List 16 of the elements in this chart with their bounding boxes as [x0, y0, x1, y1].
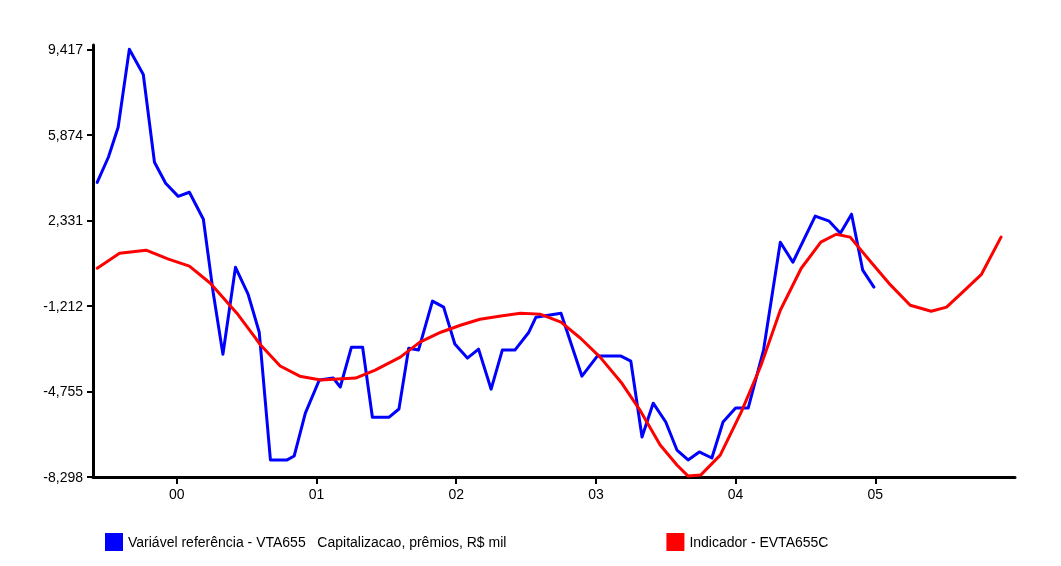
y-tick-label: 9,417	[47, 41, 84, 58]
x-tick-label: 04	[727, 486, 744, 502]
x-tick-label: 03	[588, 486, 604, 502]
x-tick-label: 05	[867, 486, 884, 502]
line-series	[95, 232, 1003, 478]
x-tick-label: 02	[448, 486, 465, 502]
y-tick-label: -4,755	[43, 383, 84, 400]
line-series	[95, 47, 876, 462]
x-tick-label: 00	[169, 486, 185, 502]
y-tick-label: -8,298	[43, 469, 84, 485]
legend-label: Variável referência - VTA655 Capitalizacao, prêmios, R$ mil	[128, 534, 507, 550]
y-tick-label: 5,874	[47, 126, 84, 143]
x-tick-label: 01	[308, 486, 325, 502]
legend-label: Indicador - EVTA655C	[689, 534, 829, 550]
y-tick-label: 2,331	[47, 212, 84, 229]
y-tick-label: -1,212	[43, 297, 84, 314]
